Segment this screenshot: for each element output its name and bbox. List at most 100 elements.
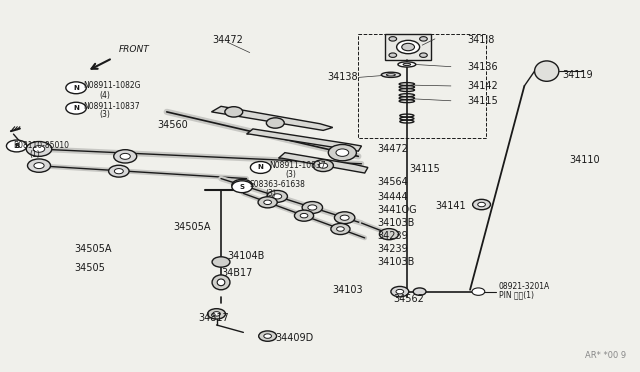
Circle shape <box>420 37 428 41</box>
Circle shape <box>300 214 308 218</box>
Circle shape <box>207 309 225 319</box>
Text: B08110-85010: B08110-85010 <box>13 141 70 150</box>
Text: B: B <box>14 143 19 149</box>
Text: 34472: 34472 <box>212 35 243 45</box>
Ellipse shape <box>381 72 401 77</box>
Text: 34110: 34110 <box>569 155 600 165</box>
Text: 34505: 34505 <box>74 263 105 273</box>
Polygon shape <box>211 106 333 131</box>
Text: FRONT: FRONT <box>119 45 150 54</box>
Text: 34562: 34562 <box>394 294 424 304</box>
Text: 34136: 34136 <box>467 62 497 73</box>
Circle shape <box>225 107 243 117</box>
Circle shape <box>420 53 428 57</box>
Circle shape <box>308 205 317 210</box>
Circle shape <box>66 102 86 114</box>
Text: (1): (1) <box>29 150 40 159</box>
Text: 34B17: 34B17 <box>221 268 252 278</box>
Text: PIN ピン(1): PIN ピン(1) <box>499 290 534 299</box>
Text: 34505A: 34505A <box>74 244 111 254</box>
Circle shape <box>472 288 484 295</box>
Circle shape <box>212 257 230 267</box>
Text: 08921-3201A: 08921-3201A <box>499 282 550 291</box>
Text: 34444: 34444 <box>378 192 408 202</box>
Text: N08911-10837: N08911-10837 <box>84 102 140 111</box>
Text: 34115: 34115 <box>410 164 440 174</box>
Circle shape <box>212 312 220 316</box>
Text: 34103B: 34103B <box>378 257 415 267</box>
Text: 34817: 34817 <box>198 312 229 323</box>
Text: 3441OG: 3441OG <box>378 205 417 215</box>
Circle shape <box>302 202 323 214</box>
Circle shape <box>232 179 252 191</box>
Text: 34104B: 34104B <box>227 251 265 262</box>
Text: (4): (4) <box>100 91 111 100</box>
Circle shape <box>273 194 282 199</box>
Circle shape <box>120 153 131 159</box>
Text: 34505A: 34505A <box>173 222 211 232</box>
Ellipse shape <box>534 61 559 81</box>
Text: 34239: 34239 <box>378 244 408 254</box>
Text: N08911-10837: N08911-10837 <box>269 161 326 170</box>
Text: 34103: 34103 <box>333 285 364 295</box>
Circle shape <box>396 289 404 294</box>
Circle shape <box>331 224 350 235</box>
Circle shape <box>258 197 277 208</box>
Text: 34472: 34472 <box>378 144 408 154</box>
Circle shape <box>264 334 271 338</box>
Text: 34142: 34142 <box>467 81 498 91</box>
Circle shape <box>389 37 397 41</box>
Text: 341I8: 341I8 <box>467 35 494 45</box>
Polygon shape <box>278 153 368 173</box>
Circle shape <box>337 227 344 231</box>
Circle shape <box>6 140 27 152</box>
Circle shape <box>340 215 349 220</box>
Text: 34141: 34141 <box>435 201 465 211</box>
Polygon shape <box>385 35 431 60</box>
Circle shape <box>109 165 129 177</box>
Circle shape <box>237 183 246 188</box>
Text: 34119: 34119 <box>563 70 593 80</box>
Circle shape <box>397 40 420 54</box>
Polygon shape <box>246 129 362 151</box>
Text: 34564: 34564 <box>378 177 408 187</box>
Circle shape <box>313 160 333 171</box>
Text: 34103B: 34103B <box>378 218 415 228</box>
Text: (3): (3) <box>100 110 111 119</box>
Circle shape <box>380 229 399 240</box>
Text: (3): (3) <box>266 189 276 198</box>
Circle shape <box>328 144 356 161</box>
Ellipse shape <box>387 74 396 76</box>
Circle shape <box>264 200 271 205</box>
Circle shape <box>319 163 328 168</box>
Text: 34560: 34560 <box>157 120 189 130</box>
Circle shape <box>267 190 287 202</box>
Text: N: N <box>258 164 264 170</box>
Circle shape <box>66 82 86 94</box>
Text: 34138: 34138 <box>328 72 358 82</box>
Circle shape <box>115 169 124 174</box>
Circle shape <box>33 145 45 152</box>
Ellipse shape <box>212 275 230 290</box>
Ellipse shape <box>398 62 416 67</box>
Circle shape <box>335 212 355 224</box>
Text: 34115: 34115 <box>467 96 498 106</box>
Circle shape <box>389 53 397 57</box>
Circle shape <box>259 331 276 341</box>
Circle shape <box>391 286 409 297</box>
Circle shape <box>232 181 252 193</box>
Circle shape <box>28 159 51 172</box>
Circle shape <box>250 161 271 173</box>
Circle shape <box>26 141 52 156</box>
Text: N: N <box>73 105 79 111</box>
Text: (3): (3) <box>285 170 296 179</box>
Ellipse shape <box>403 63 411 65</box>
Circle shape <box>477 202 485 207</box>
Circle shape <box>413 288 426 295</box>
Circle shape <box>114 150 137 163</box>
Text: S: S <box>239 184 244 190</box>
Circle shape <box>336 149 349 156</box>
Text: 34409D: 34409D <box>275 333 314 343</box>
Circle shape <box>266 118 284 128</box>
Circle shape <box>472 199 490 210</box>
